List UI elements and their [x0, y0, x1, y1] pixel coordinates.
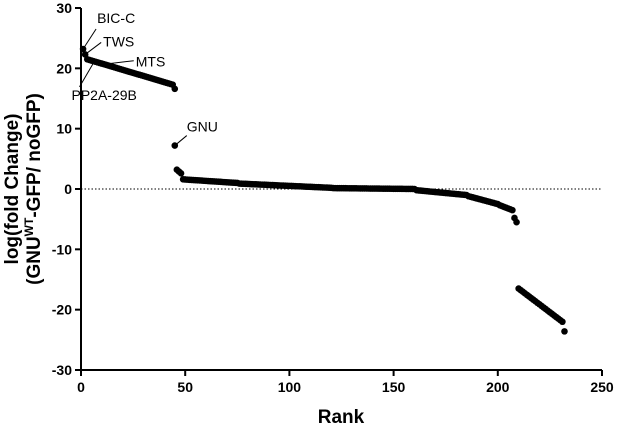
y-tick-label: -20	[52, 302, 72, 318]
y-tick-label: 20	[56, 60, 72, 76]
data-point	[177, 170, 185, 177]
annotation-label: GNU	[187, 119, 218, 135]
y-tick-label: 0	[64, 181, 72, 197]
data-point	[561, 328, 568, 335]
x-tick-label: 200	[486, 379, 510, 395]
y-axis-title-line2-sup: WT	[22, 217, 36, 236]
annotation-leader	[174, 135, 188, 146]
annotation-label: MTS	[136, 54, 166, 70]
data-point	[171, 85, 179, 93]
annotation-leader	[99, 60, 134, 66]
data-point	[509, 206, 516, 214]
plot-area: -30 -20 -10 0 10 20 30 0 50 100 150 200 250 BIC-C TWSM…	[52, 0, 614, 395]
y-axis-title-line1: log(fold Change)	[2, 114, 23, 265]
annotation-leader	[79, 62, 94, 88]
y-tick-label: 30	[56, 0, 72, 16]
annotation-label: BIC-C	[97, 10, 135, 26]
annotation-label: TWS	[103, 33, 134, 49]
x-tick-label: 100	[278, 379, 302, 395]
y-axis-title-line2: (GNUWT-GFP/ noGFP)	[22, 93, 45, 285]
x-tick-label: 0	[77, 379, 85, 395]
x-tick-label: 50	[177, 379, 193, 395]
data-point	[513, 218, 520, 226]
y-tick-label: -10	[52, 241, 72, 257]
x-tick-label: 150	[382, 379, 406, 395]
y-axis-title: log(fold Change) (GNUWT-GFP/ noGFP)	[2, 93, 45, 285]
y-axis-title-line2-pre: (GNU	[24, 236, 45, 285]
x-axis-title: Rank	[318, 407, 365, 428]
annotation-label: PP2A-29B	[72, 87, 137, 103]
annotation-leader	[82, 28, 97, 50]
y-tick-label: -30	[52, 362, 72, 378]
y-tick-label: 10	[56, 121, 72, 137]
annotation-leader	[84, 42, 102, 55]
x-tick-label: 250	[590, 379, 614, 395]
y-axis-title-line2-post: -GFP/ noGFP)	[24, 93, 45, 218]
data-point	[559, 318, 566, 326]
